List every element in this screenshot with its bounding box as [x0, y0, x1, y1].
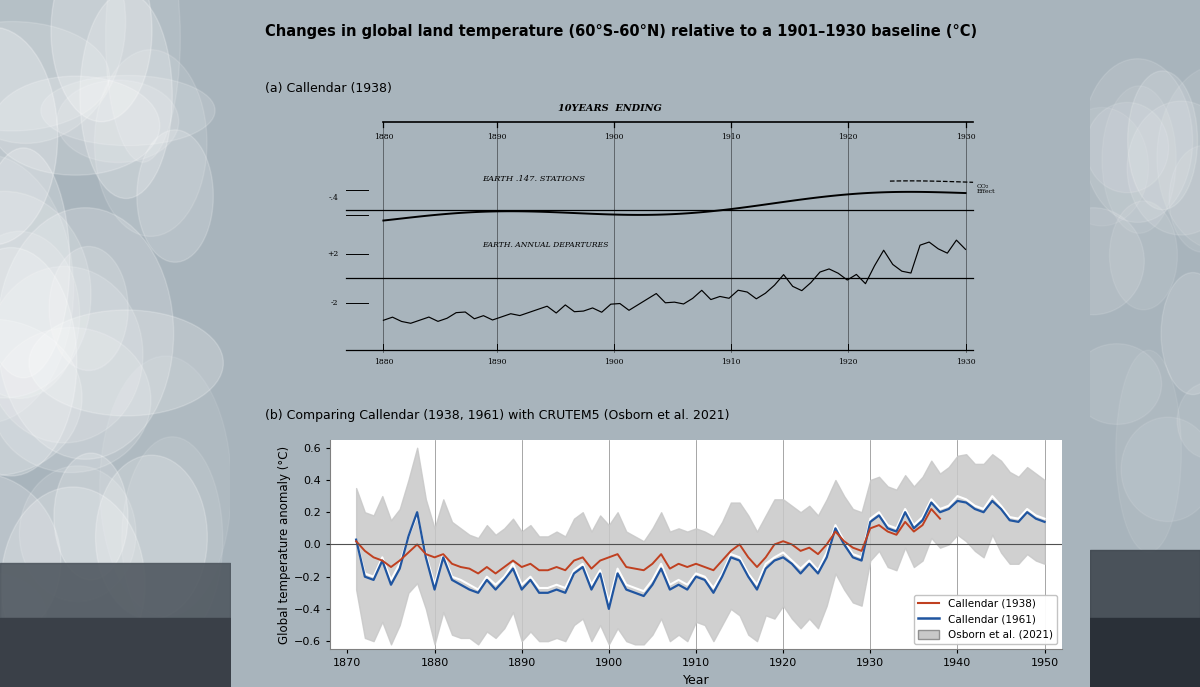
Ellipse shape — [0, 148, 70, 378]
Text: -2: -2 — [330, 299, 338, 307]
Text: Changes in global land temperature (60°S-60°N) relative to a 1901–1930 baseline : Changes in global land temperature (60°S… — [265, 24, 977, 39]
Ellipse shape — [137, 130, 214, 262]
Ellipse shape — [56, 80, 179, 163]
Ellipse shape — [0, 572, 46, 654]
Ellipse shape — [0, 247, 77, 476]
Text: (b) Comparing Callendar (1938, 1961) with CRUTEM5 (Osborn et al. 2021): (b) Comparing Callendar (1938, 1961) wit… — [265, 409, 730, 422]
Text: 1930: 1930 — [955, 358, 976, 366]
Ellipse shape — [0, 328, 151, 473]
Ellipse shape — [1169, 146, 1200, 252]
Text: 1900: 1900 — [605, 358, 624, 366]
Ellipse shape — [95, 49, 206, 236]
Text: 1880: 1880 — [373, 358, 394, 366]
Ellipse shape — [1110, 201, 1177, 310]
Text: EARTH .147. STATIONS: EARTH .147. STATIONS — [481, 175, 584, 183]
Ellipse shape — [29, 310, 223, 416]
Ellipse shape — [121, 437, 223, 642]
Legend: Callendar (1938), Callendar (1961), Osborn et al. (2021): Callendar (1938), Callendar (1961), Osbo… — [914, 594, 1057, 644]
Text: 1920: 1920 — [839, 133, 858, 141]
Ellipse shape — [1102, 86, 1176, 234]
Ellipse shape — [0, 319, 82, 476]
Ellipse shape — [1177, 383, 1200, 458]
Text: 1930: 1930 — [955, 133, 976, 141]
Ellipse shape — [0, 267, 143, 443]
Text: 1890: 1890 — [487, 358, 506, 366]
Text: CO₂
Effect: CO₂ Effect — [977, 183, 996, 194]
Ellipse shape — [80, 0, 173, 199]
Ellipse shape — [1157, 65, 1200, 250]
Ellipse shape — [0, 154, 73, 424]
Ellipse shape — [41, 76, 215, 146]
Text: 1910: 1910 — [721, 358, 740, 366]
Ellipse shape — [1162, 273, 1200, 394]
Ellipse shape — [1121, 417, 1200, 521]
Ellipse shape — [49, 247, 128, 370]
Ellipse shape — [1082, 59, 1193, 223]
Text: 1900: 1900 — [605, 133, 624, 141]
Text: EARTH. ANNUAL DEPARTURES: EARTH. ANNUAL DEPARTURES — [481, 241, 608, 249]
Ellipse shape — [0, 207, 174, 460]
Text: 1910: 1910 — [721, 133, 740, 141]
Ellipse shape — [0, 21, 109, 131]
Text: 1880: 1880 — [373, 133, 394, 141]
Text: -.4: -.4 — [328, 194, 338, 202]
Ellipse shape — [0, 76, 160, 175]
Ellipse shape — [0, 0, 126, 144]
Ellipse shape — [1, 487, 145, 681]
Text: 1920: 1920 — [839, 358, 858, 366]
Ellipse shape — [106, 0, 180, 162]
Text: 1890: 1890 — [487, 133, 506, 141]
Ellipse shape — [19, 466, 136, 601]
Ellipse shape — [0, 192, 91, 398]
Ellipse shape — [1127, 101, 1200, 235]
Ellipse shape — [96, 455, 208, 619]
Ellipse shape — [54, 453, 128, 580]
Ellipse shape — [0, 232, 79, 398]
Ellipse shape — [1055, 107, 1148, 226]
Ellipse shape — [0, 27, 58, 245]
Ellipse shape — [100, 356, 232, 617]
Text: (a) Callendar (1938): (a) Callendar (1938) — [265, 82, 391, 95]
Ellipse shape — [1128, 71, 1198, 210]
Ellipse shape — [1086, 102, 1169, 192]
Y-axis label: Global temperature anomaly (°C): Global temperature anomaly (°C) — [278, 445, 292, 644]
Ellipse shape — [1072, 344, 1162, 425]
Ellipse shape — [52, 0, 152, 122]
X-axis label: Year: Year — [683, 674, 709, 687]
Text: 10YEARS  ENDING: 10YEARS ENDING — [558, 104, 662, 113]
Ellipse shape — [0, 473, 61, 650]
Text: +2: +2 — [326, 249, 338, 258]
Ellipse shape — [1116, 350, 1181, 552]
Ellipse shape — [1043, 207, 1145, 315]
